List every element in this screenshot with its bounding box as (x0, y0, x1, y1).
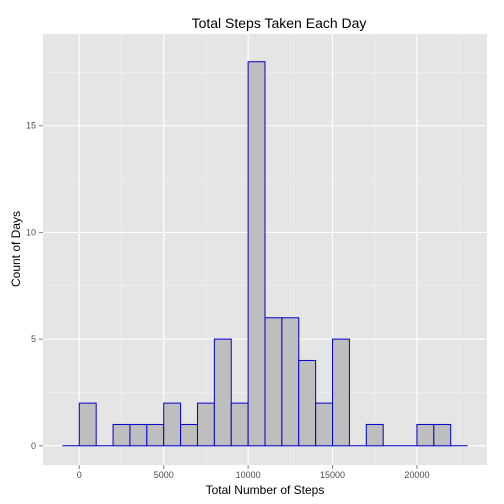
x-tick-label: 0 (77, 470, 82, 480)
x-tick-label: 5000 (154, 470, 174, 480)
histogram-bar (146, 423, 165, 447)
chart-title: Total Steps Taken Each Day (192, 15, 367, 31)
histogram-bar (230, 402, 249, 447)
x-axis-title: Total Number of Steps (206, 483, 325, 497)
histogram-bar (365, 423, 384, 447)
histogram-bar (298, 359, 317, 447)
histogram-bar (129, 423, 148, 447)
histogram-bar (112, 423, 131, 447)
histogram-bar (196, 402, 215, 447)
x-tick-label: 15000 (320, 470, 345, 480)
x-tick-label: 10000 (236, 470, 261, 480)
y-tick-label: 10 (26, 227, 36, 237)
y-axis-title: Count of Days (9, 211, 23, 287)
histogram-bar (281, 317, 300, 447)
histogram-bar (433, 423, 452, 447)
histogram-bar (247, 61, 266, 447)
histogram-bar (332, 338, 350, 447)
y-tick-label: 5 (31, 334, 36, 344)
histogram-bar (163, 402, 182, 447)
y-tick-label: 0 (31, 441, 36, 451)
x-axis-ticks: 0 5000 10000 15000 20000 (77, 465, 429, 480)
y-axis-ticks: 0 5 10 15 (26, 121, 43, 451)
histogram-bar (213, 338, 232, 447)
histogram-bars (62, 61, 468, 447)
histogram-bar (416, 423, 435, 447)
histogram-bar (78, 402, 97, 447)
histogram-bar (264, 317, 283, 447)
y-tick-label: 15 (26, 121, 36, 131)
histogram-bar (315, 402, 334, 447)
x-tick-label: 20000 (404, 470, 429, 480)
histogram-bar (180, 423, 198, 447)
